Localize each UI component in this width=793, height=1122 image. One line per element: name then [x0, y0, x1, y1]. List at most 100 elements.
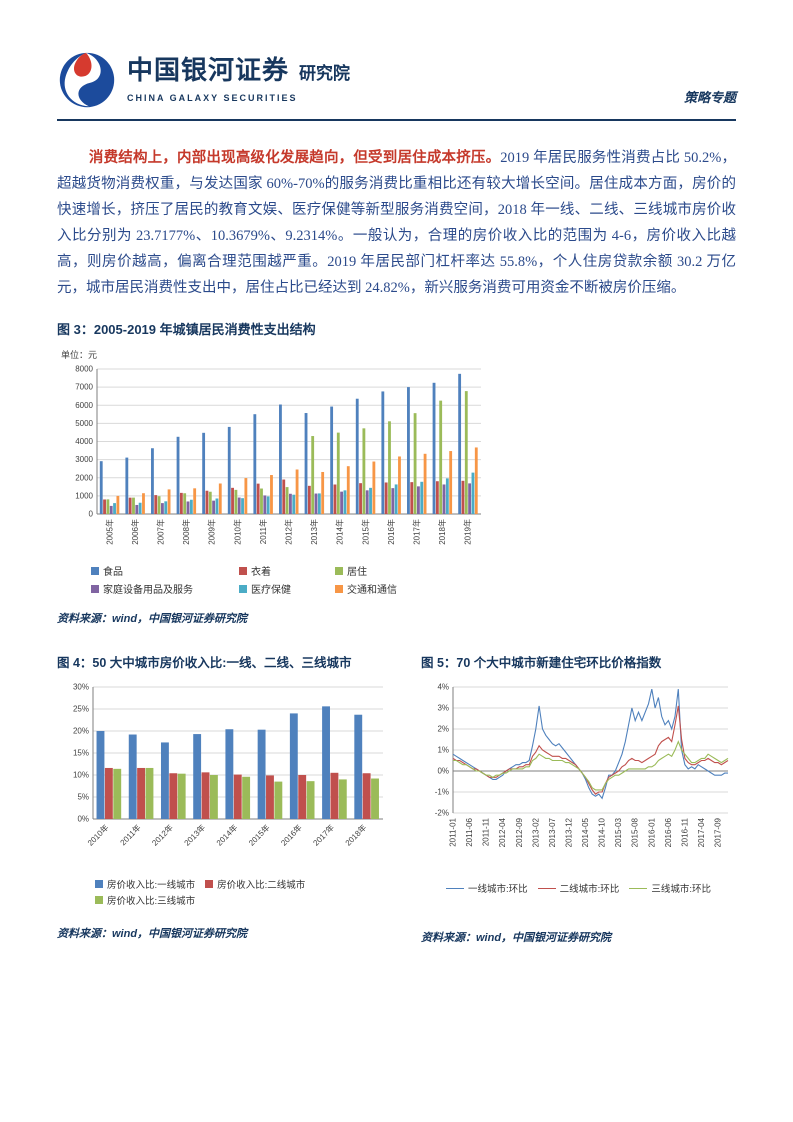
- report-header: 中国银河证券 研究院 CHINA GALAXY SECURITIES 策略专题: [57, 0, 736, 110]
- legend-label: 房价收入比:二线城市: [217, 880, 306, 891]
- legend-square-swatch-icon: [95, 896, 103, 904]
- svg-text:2010年: 2010年: [85, 822, 110, 847]
- svg-text:2000: 2000: [75, 473, 93, 482]
- legend-item: 医疗保健: [239, 581, 335, 596]
- svg-text:-1%: -1%: [435, 788, 449, 797]
- legend-item: 食品: [91, 563, 239, 578]
- legend-label: 家庭设备用品及服务: [103, 585, 193, 596]
- figure4-title: 图 4：50 大中城市房价收入比:一线、二线、三线城市: [57, 656, 352, 670]
- svg-text:2012-04: 2012-04: [498, 817, 507, 847]
- svg-text:2013年: 2013年: [309, 519, 319, 545]
- legend-label: 二线城市:环比: [559, 884, 620, 895]
- svg-text:-2%: -2%: [435, 809, 449, 818]
- legend-label: 医疗保健: [251, 585, 291, 596]
- legend-item: 房价收入比:二线城市: [205, 877, 305, 891]
- svg-text:2011-01: 2011-01: [449, 817, 458, 846]
- svg-text:2015年: 2015年: [360, 519, 370, 545]
- svg-text:5000: 5000: [75, 419, 93, 428]
- paragraph-lead-sentence: 消费结构上，内部出现高级化发展趋向，但受到居住成本挤压。: [88, 150, 501, 166]
- legend-label: 三线城市:环比: [651, 884, 711, 895]
- legend-line-swatch-icon: [537, 887, 556, 889]
- legend-label: 食品: [103, 567, 123, 578]
- svg-text:2014年: 2014年: [335, 519, 345, 545]
- svg-text:2005年: 2005年: [104, 519, 114, 545]
- legend-item: 衣着: [239, 563, 335, 578]
- figure4-bar-chart: 0% 5% 10% 15% 20% 25% 30% 2010年 2011年 2012年 2013年 2…: [73, 683, 383, 848]
- svg-text:2015-03: 2015-03: [614, 817, 623, 847]
- svg-text:2012-09: 2012-09: [515, 817, 524, 847]
- svg-text:4000: 4000: [75, 437, 93, 446]
- legend-label: 衣着: [251, 567, 271, 578]
- svg-text:2017-09: 2017-09: [714, 817, 723, 847]
- svg-text:4%: 4%: [437, 683, 449, 692]
- figure3-source: 资料来源：wind，中国银河证券研究院: [57, 613, 248, 625]
- figure5-legend: 一线城市:环比 二线城市:环比 三线城市:环比: [421, 881, 736, 895]
- legend-item: 三线城市:环比: [629, 881, 711, 895]
- figure5-line-chart: -2% -1% 0% 1% 2% 3% 4% 2011-01 2011-06 2011-11 201…: [435, 683, 729, 847]
- svg-text:2017-04: 2017-04: [697, 817, 706, 847]
- svg-text:25%: 25%: [73, 705, 89, 714]
- svg-text:2014-10: 2014-10: [598, 817, 607, 847]
- legend-item: 家庭设备用品及服务: [91, 581, 239, 596]
- svg-text:2018年: 2018年: [343, 822, 368, 847]
- legend-label: 房价收入比:三线城市: [107, 896, 196, 907]
- legend-line-swatch-icon: [629, 887, 648, 889]
- legend-square-swatch-icon: [91, 566, 99, 575]
- svg-text:2011-06: 2011-06: [465, 817, 474, 846]
- figure3-unit-label: 单位：元: [61, 350, 98, 360]
- svg-text:2015年: 2015年: [246, 822, 271, 847]
- svg-text:3000: 3000: [75, 455, 93, 464]
- legend-line-swatch-icon: [446, 887, 465, 889]
- svg-text:2017年: 2017年: [412, 519, 422, 545]
- legend-item: 二线城市:环比: [537, 881, 620, 895]
- legend-square-swatch-icon: [335, 584, 343, 593]
- svg-text:2019年: 2019年: [463, 519, 473, 545]
- svg-text:2007年: 2007年: [156, 519, 166, 545]
- figure3-legend: 食品 衣着 居住家庭设备用品及服务 医疗保健 交通和通信: [91, 563, 736, 596]
- report-category-label: 策略专题: [683, 90, 736, 105]
- svg-text:0%: 0%: [77, 815, 89, 824]
- svg-text:2013年: 2013年: [182, 822, 207, 847]
- brand-name-en: CHINA GALAXY SECURITIES: [127, 93, 298, 103]
- legend-label: 房价收入比:一线城市: [107, 880, 196, 891]
- legend-item: 居住: [335, 563, 736, 578]
- svg-text:1000: 1000: [75, 491, 93, 500]
- svg-text:2009年: 2009年: [207, 519, 217, 545]
- paragraph-body-text: 2019 年居民服务性消费占比 50.2%，超越货物消费权重，与发达国家 60%…: [57, 150, 737, 296]
- legend-square-swatch-icon: [91, 584, 99, 593]
- figures-row: 图 4：50 大中城市房价收入比:一线、二线、三线城市 0% 5% 10% 15% 20…: [57, 652, 736, 945]
- figure3-title: 图 3：2005-2019 年城镇居民消费性支出结构: [57, 322, 316, 337]
- svg-text:6000: 6000: [75, 401, 93, 410]
- legend-square-swatch-icon: [239, 566, 247, 575]
- svg-text:0%: 0%: [437, 767, 449, 776]
- legend-label: 交通和通信: [347, 585, 397, 596]
- svg-text:2015-08: 2015-08: [631, 817, 640, 847]
- svg-text:30%: 30%: [73, 683, 89, 692]
- svg-text:8000: 8000: [75, 365, 93, 374]
- svg-text:0: 0: [89, 510, 94, 519]
- svg-text:2016-01: 2016-01: [647, 817, 656, 847]
- svg-text:1%: 1%: [437, 746, 449, 755]
- figure5-legend-wrap: 一线城市:环比 二线城市:环比 三线城市:环比: [421, 881, 736, 915]
- svg-text:2008年: 2008年: [181, 519, 191, 545]
- legend-square-swatch-icon: [95, 880, 103, 888]
- svg-text:2011年: 2011年: [118, 822, 143, 847]
- header-divider: [57, 119, 736, 121]
- figure4-source: 资料来源：wind，中国银河证券研究院: [57, 928, 248, 940]
- svg-text:7000: 7000: [75, 383, 93, 392]
- legend-label: 居住: [347, 567, 367, 578]
- figure3-block: 图 3：2005-2019 年城镇居民消费性支出结构 单位：元 0 1000 200…: [57, 319, 736, 626]
- svg-text:2011-11: 2011-11: [482, 817, 491, 846]
- figure5-chart-box: -2% -1% 0% 1% 2% 3% 4% 2011-01 2011-06 2011-11 201…: [421, 679, 736, 915]
- svg-text:2016年: 2016年: [386, 519, 396, 545]
- svg-text:2013-12: 2013-12: [564, 817, 573, 847]
- svg-text:2%: 2%: [437, 725, 449, 734]
- svg-text:20%: 20%: [73, 727, 89, 736]
- brand-name: 中国银河证券: [127, 55, 290, 85]
- svg-text:2016年: 2016年: [279, 822, 304, 847]
- brand-suffix: 研究院: [299, 64, 351, 83]
- legend-square-swatch-icon: [205, 880, 214, 888]
- figure5-title: 图 5：70 个大中城市新建住宅环比价格指数: [421, 656, 662, 670]
- legend-item: 一线城市:环比: [446, 881, 528, 895]
